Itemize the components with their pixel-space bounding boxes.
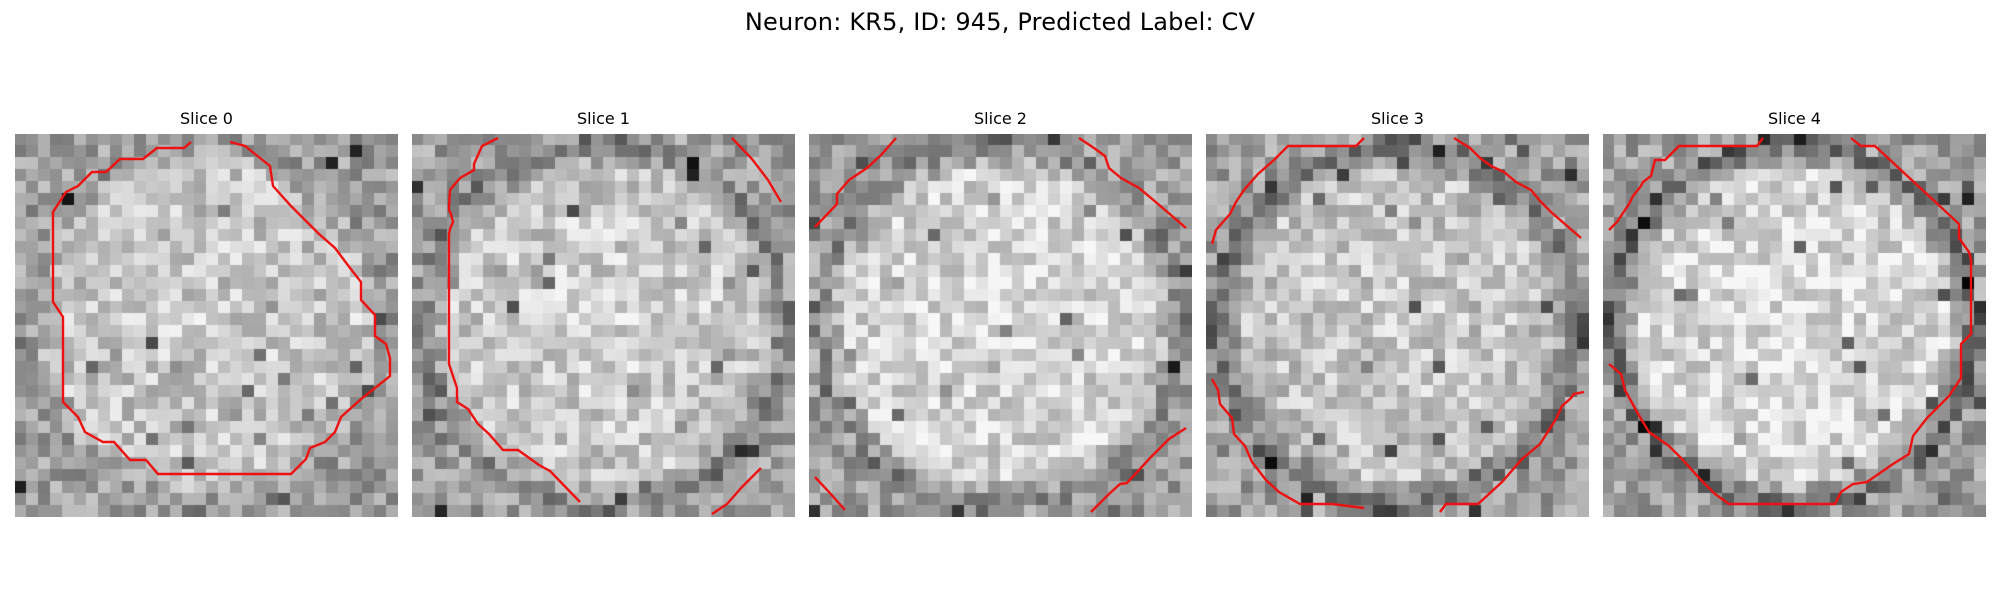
contour-line [814,137,897,228]
contour-line [1608,137,1973,506]
contour-line [1210,137,1365,245]
slice-title: Slice 4 [1768,109,1821,128]
slice-image [15,134,398,517]
contour-overlay [814,137,1187,513]
contour-overlay [1210,136,1585,513]
contour-line [447,136,581,503]
contour-line [731,137,783,203]
contour-overlay [447,136,783,515]
contour-overlay [1608,137,1973,506]
contour-line [1210,378,1365,510]
slice-panel-0: Slice 0 [15,108,398,517]
figure-title: Neuron: KR5, ID: 945, Predicted Label: C… [744,8,1256,36]
contour-line [711,467,762,515]
contour-line [814,476,846,511]
contour-line [1439,390,1585,513]
slice-image [809,134,1192,517]
contour-line [51,140,392,476]
contour-line [1608,137,1764,231]
contour-line [1090,426,1187,513]
slice-image [412,134,795,517]
slice-panel-1: Slice 1 [412,108,795,517]
slice-panel-4: Slice 4 [1603,108,1986,517]
contour-line [1453,136,1582,239]
slice-title: Slice 3 [1371,109,1424,128]
slice-panel-3: Slice 3 [1206,108,1589,517]
slice-title: Slice 0 [180,109,233,128]
slice-image [1206,134,1589,517]
contour-line [1078,137,1187,229]
slice-panel-2: Slice 2 [809,108,1192,517]
slice-title: Slice 2 [974,109,1027,128]
slice-image [1603,134,1986,517]
contour-overlay [51,140,392,476]
slice-title: Slice 1 [577,109,630,128]
